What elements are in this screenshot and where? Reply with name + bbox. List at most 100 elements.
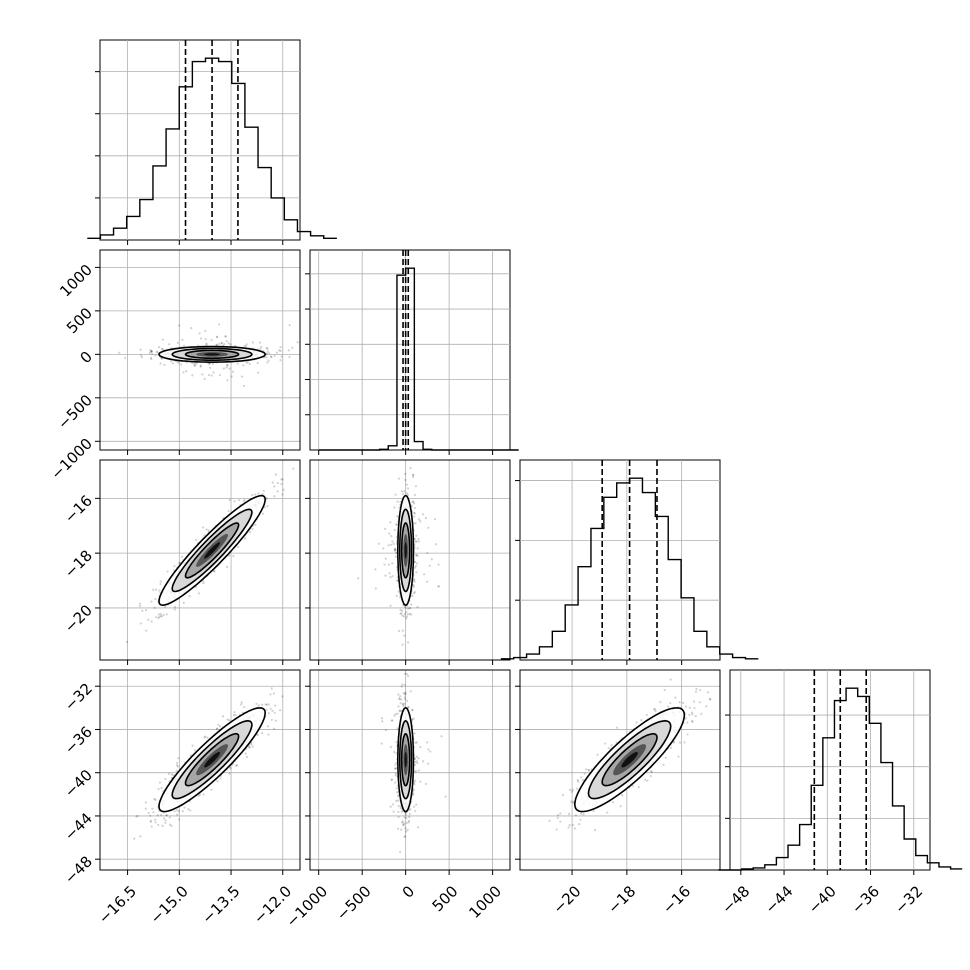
sample-point [406,613,410,616]
sample-point [390,778,393,782]
sample-point [247,745,251,748]
histogram-1 [318,267,519,451]
sample-point [259,347,262,350]
sample-point [260,345,263,349]
sample-point [160,813,163,817]
sample-point [199,337,203,340]
sample-point [215,343,219,346]
sample-point [396,795,400,798]
sample-point [233,711,236,714]
sample-point [398,698,401,701]
sample-point [218,725,222,728]
sample-point [393,714,396,717]
density-contour [204,353,220,356]
sample-point [195,362,198,365]
sample-point [167,772,170,775]
sample-point [395,787,398,790]
sample-point [227,509,230,512]
sample-point [169,360,172,363]
sample-point [152,588,155,591]
sample-point [405,816,408,819]
sample-point [415,562,419,565]
sample-point [176,765,179,768]
sample-point [161,357,164,360]
sample-point [201,373,204,376]
sample-point [408,612,411,616]
panel-frame [519,459,721,661]
sample-point [272,692,275,695]
sample-point [437,563,440,566]
sample-point [264,703,267,706]
sample-point [173,564,176,568]
sample-point [150,350,153,353]
sample-point [390,534,393,538]
sample-point [414,564,418,568]
sample-point [388,532,391,535]
sample-point [202,582,205,585]
sample-point [282,488,285,491]
sample-point [203,377,206,381]
sample-point [162,613,165,616]
sample-point [403,822,406,825]
sample-point [101,664,103,666]
sample-point [400,698,403,701]
sample-point [193,362,196,365]
sample-point [295,455,297,457]
sample-point [150,350,153,353]
sample-point [228,498,231,502]
sample-point [176,761,179,764]
sample-point [168,816,171,819]
panel-frame [729,669,931,871]
sample-point [255,702,258,705]
sample-point [154,798,157,801]
sample-point [268,352,271,355]
sample-point [235,764,238,767]
sample-point [411,594,414,597]
sample-point [229,343,232,346]
sample-point [396,500,399,503]
sample-point [154,354,157,357]
sample-point [411,708,414,711]
sample-point [405,611,408,614]
sample-point [409,808,412,811]
sample-point [219,777,222,780]
sample-point [403,612,407,616]
histogram-3 [718,687,963,871]
sample-point [604,742,607,745]
sample-point [170,773,173,776]
sample-point [245,755,248,759]
sample-point [280,478,283,481]
sample-point [709,698,712,701]
sample-point [267,703,270,706]
x-tick-label: 500 [429,882,462,915]
sample-point [270,355,273,359]
sample-point [402,705,405,708]
sample-point [414,770,418,773]
sample-point [212,371,215,374]
y-tick-label: 1000 [56,261,96,301]
sample-point [390,778,393,781]
sample-point [225,340,228,343]
sample-point [406,641,410,644]
sample-point [226,718,229,721]
sample-point [414,522,417,525]
sample-point [582,813,585,816]
sample-point [397,705,400,708]
sample-point [396,579,399,582]
sample-point [573,827,576,830]
sample-point [204,338,207,341]
sample-point [164,605,167,608]
sample-point [380,717,384,720]
density-panel-2-3: −20 −18 −16 [515,669,721,917]
sample-point [222,715,225,718]
sample-point [394,493,397,496]
sample-point [258,341,262,344]
sample-point [413,506,417,510]
sample-point [160,787,163,790]
sample-point [412,502,416,505]
sample-point [251,493,254,497]
sample-point [139,622,142,625]
sample-point [180,363,183,366]
sample-point [276,490,279,493]
